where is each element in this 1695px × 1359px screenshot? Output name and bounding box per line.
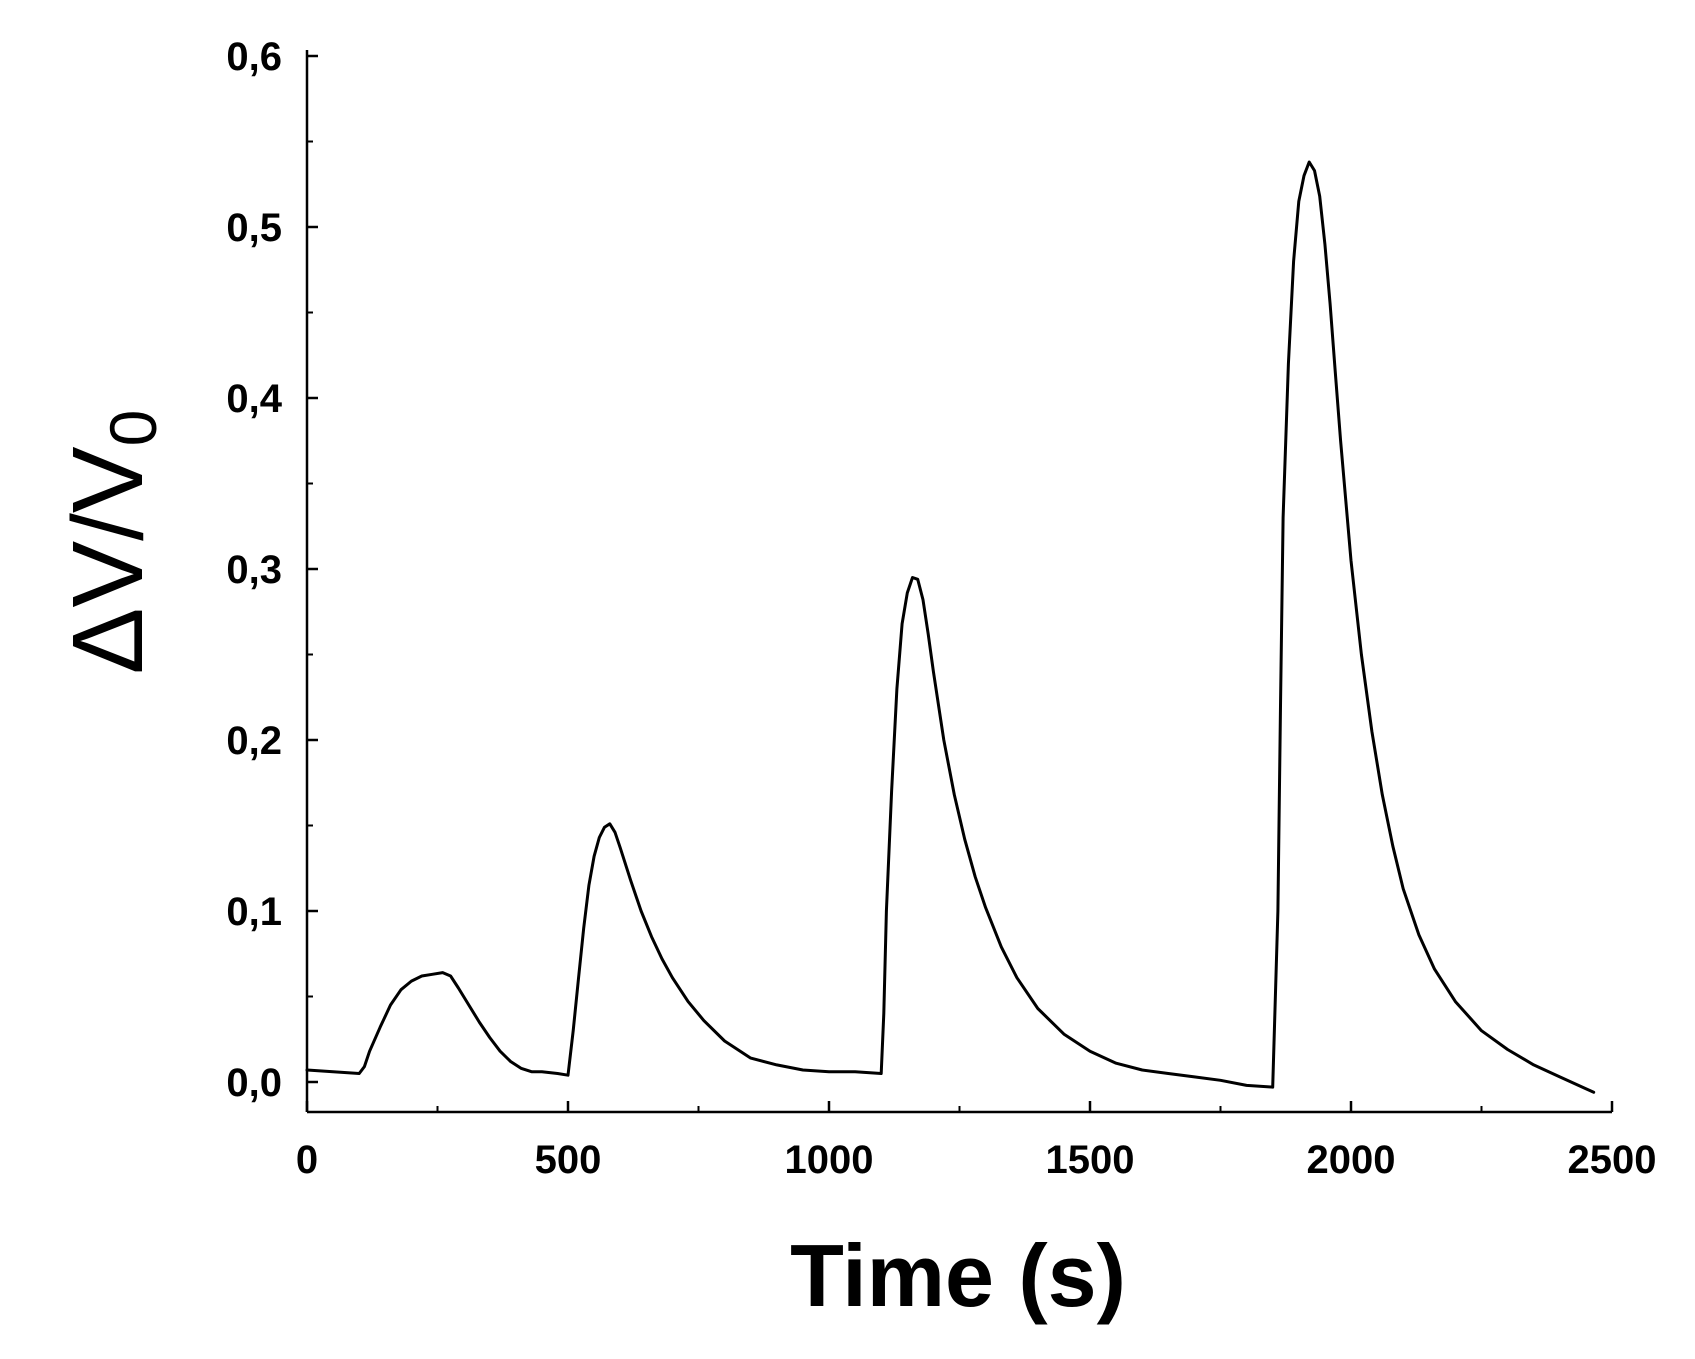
y-tick-label: 0,4 (226, 377, 282, 421)
x-tick-label: 2500 (1568, 1138, 1657, 1182)
y-tick-label: 0,6 (226, 35, 282, 79)
x-tick-label: 2000 (1307, 1138, 1396, 1182)
y-tick-label: 0,0 (226, 1061, 282, 1105)
y-axis-title: ΔV/V (52, 446, 164, 674)
y-tick-label: 0,1 (226, 890, 282, 934)
y-tick-label: 0,5 (226, 206, 282, 250)
x-tick-label: 500 (535, 1138, 602, 1182)
y-axis-title-subscript: 0 (96, 410, 170, 447)
x-axis-title: Time (s) (790, 1226, 1126, 1325)
series (305, 160, 1596, 1094)
x-tick-label: 1500 (1046, 1138, 1135, 1182)
series-line-0 (305, 160, 1596, 1094)
x-tick-label: 1000 (785, 1138, 874, 1182)
y-tick-label: 0,3 (226, 548, 282, 592)
tick-labels: 0 500 1000 1500 2000 2500 0,0 0,1 0,2 0,3 0,4 0,5 0,… (226, 35, 1656, 1182)
y-tick-label: 0,2 (226, 719, 282, 763)
svg-text:ΔV/V0: ΔV/V0 (52, 410, 170, 675)
y-axis-title-group: ΔV/V0 (52, 410, 170, 675)
x-tick-label: 0 (296, 1138, 318, 1182)
ticks (305, 54, 1614, 1112)
